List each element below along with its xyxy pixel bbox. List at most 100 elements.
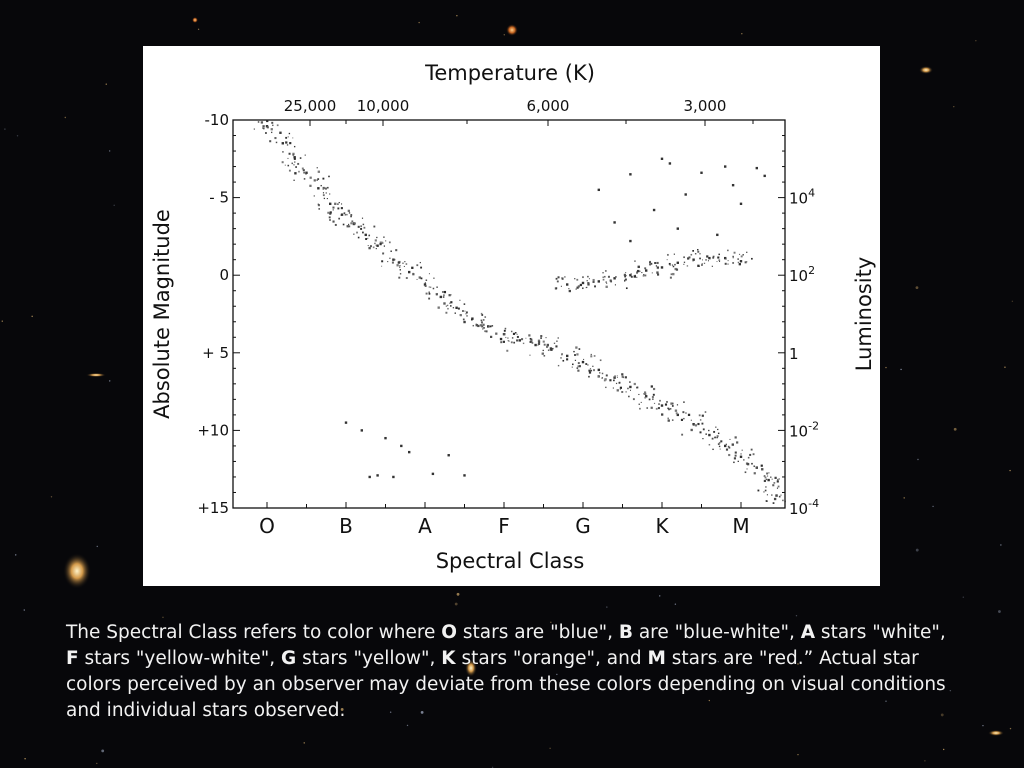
- galaxy-blob: [465, 659, 477, 677]
- star-point: [285, 141, 288, 144]
- star-point: [561, 278, 564, 280]
- class-b-label: B: [618, 622, 633, 643]
- star-point: [462, 310, 464, 312]
- star-point: [577, 369, 580, 372]
- star-point: [265, 125, 269, 128]
- star-point: [317, 204, 320, 207]
- star-point: [659, 399, 661, 402]
- star-point: [765, 478, 768, 481]
- star-point: [592, 278, 595, 282]
- star-point: [416, 264, 419, 267]
- star-point: [690, 428, 693, 432]
- star-point: [293, 156, 296, 159]
- background-star: [797, 663, 799, 665]
- star-point: [766, 500, 768, 502]
- star-point: [546, 345, 548, 348]
- star-point: [514, 332, 517, 334]
- star-point: [590, 355, 593, 358]
- star-point: [504, 327, 507, 330]
- star-point: [531, 342, 534, 344]
- star-point: [668, 407, 670, 409]
- star-point: [719, 260, 721, 262]
- star-point: [644, 267, 647, 270]
- star-point: [588, 375, 590, 378]
- star-point: [287, 136, 289, 138]
- star-point: [271, 121, 274, 124]
- spectral-class-label: G: [575, 514, 591, 538]
- star-point: [725, 258, 727, 260]
- star-point: [764, 489, 767, 492]
- star-point: [638, 403, 640, 405]
- star-point: [670, 273, 673, 276]
- star-point: [690, 253, 693, 256]
- star-point: [651, 396, 654, 399]
- star-point: [784, 500, 786, 503]
- star-point: [500, 341, 503, 344]
- star-point: [648, 398, 651, 401]
- hr-diagram: Temperature (K) Spectral Class Absolute …: [150, 61, 876, 573]
- star-point: [350, 214, 353, 216]
- star-point: [448, 294, 451, 297]
- star-point: [305, 172, 307, 175]
- background-star: [340, 708, 344, 711]
- star-point: [400, 444, 403, 448]
- star-point: [491, 325, 494, 327]
- star-point: [338, 201, 340, 204]
- star-point: [367, 237, 369, 239]
- star-point: [260, 121, 264, 124]
- star-point: [606, 282, 608, 284]
- star-point: [733, 251, 736, 254]
- star-point: [685, 412, 687, 414]
- star-point: [269, 140, 272, 143]
- star-point: [383, 245, 386, 247]
- star-point: [712, 255, 715, 258]
- star-point: [368, 234, 371, 236]
- star-point: [672, 272, 675, 276]
- star-point: [701, 263, 703, 265]
- star-point: [713, 430, 716, 433]
- background-star: [454, 602, 458, 606]
- background-star: [1000, 544, 1002, 546]
- star-point: [322, 177, 325, 180]
- spectral-class-label: B: [339, 514, 353, 538]
- background-star: [456, 15, 458, 17]
- star-point: [317, 203, 319, 205]
- star-point: [625, 287, 628, 290]
- star-point: [716, 261, 718, 263]
- star-point: [356, 231, 358, 234]
- star-point: [393, 258, 396, 261]
- star-point: [645, 269, 648, 272]
- star-point: [683, 417, 685, 420]
- background-star: [903, 497, 905, 499]
- star-point: [734, 454, 737, 457]
- star-point: [624, 376, 627, 379]
- star-point: [481, 325, 484, 328]
- star-point: [412, 272, 414, 274]
- star-point: [636, 271, 638, 273]
- star-point: [579, 283, 583, 287]
- star-point: [712, 448, 714, 451]
- star-point: [733, 457, 737, 460]
- star-point: [376, 236, 378, 239]
- star-point: [507, 337, 509, 339]
- star-point: [452, 307, 455, 309]
- star-point: [405, 277, 408, 279]
- magnitude-tick-label: + 5: [202, 344, 229, 362]
- star-point: [649, 263, 652, 266]
- star-point: [712, 256, 715, 259]
- star-point: [740, 453, 742, 455]
- star-point: [537, 339, 541, 342]
- star-point: [636, 386, 638, 389]
- star-point: [699, 252, 701, 255]
- star-point: [717, 432, 720, 435]
- star-point: [425, 279, 428, 281]
- star-point: [411, 266, 414, 269]
- star-point: [374, 242, 376, 245]
- star-point: [380, 241, 384, 244]
- background-star: [998, 610, 1001, 613]
- star-point: [340, 207, 343, 210]
- star-point: [702, 428, 705, 431]
- star-point: [592, 280, 595, 283]
- star-point: [633, 275, 637, 278]
- background-star: [962, 596, 965, 598]
